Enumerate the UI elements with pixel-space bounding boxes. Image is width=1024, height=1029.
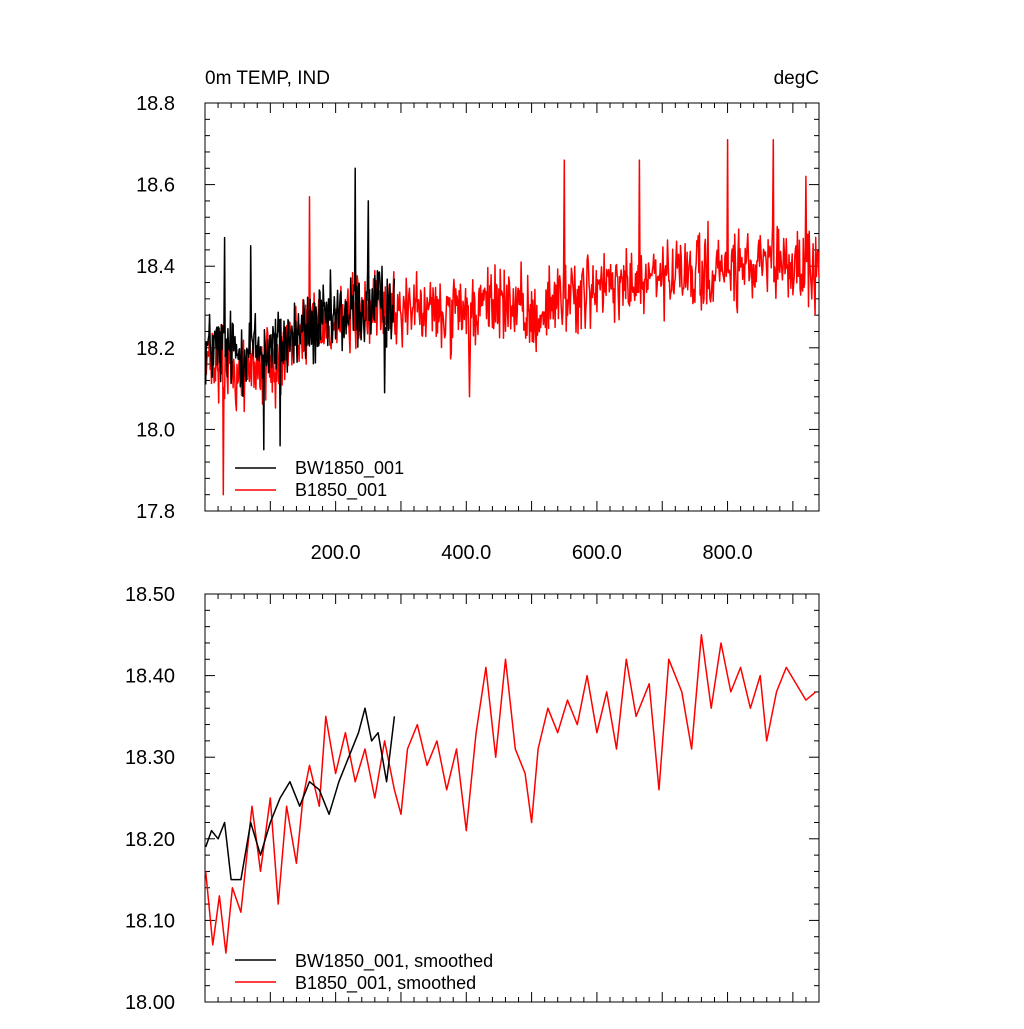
legend-label-b1850: B1850_001 — [295, 480, 387, 501]
plot-frame — [204, 102, 820, 512]
y-axis-tick-labels: 17.8 18.0 18.2 18.4 18.6 18.8 — [136, 93, 175, 523]
legend-label-b1850-smoothed: B1850_001, smoothed — [295, 973, 476, 994]
y-tick-label: 18.6 — [136, 175, 175, 197]
series-lines — [204, 634, 817, 954]
smoothed-temperature-panel: 18.00 18.10 18.20 18.30 18.40 18.50 BW1850_00… — [125, 584, 820, 1014]
axis-ticks — [205, 593, 819, 1003]
y-tick-label: 18.50 — [125, 584, 175, 606]
x-tick-label: 200.0 — [311, 542, 361, 564]
series-line-bw1850-001 — [204, 167, 396, 451]
x-tick-label: 400.0 — [441, 542, 491, 564]
legend-label-bw1850-smoothed: BW1850_001, smoothed — [295, 951, 493, 972]
panel-title: 0m TEMP, IND — [205, 68, 330, 89]
y-tick-label: 18.8 — [136, 93, 175, 115]
x-tick-label: 600.0 — [572, 542, 622, 564]
y-tick-label: 18.40 — [125, 666, 175, 688]
x-tick-label: 800.0 — [703, 542, 753, 564]
y-tick-label: 17.8 — [136, 501, 175, 523]
y-tick-label: 18.30 — [125, 747, 175, 769]
y-tick-label: 18.0 — [136, 419, 175, 441]
y-tick-label: 18.10 — [125, 910, 175, 932]
raw-temperature-panel: 17.8 18.0 18.2 18.4 18.6 18.8 200.0 400.0 600.0… — [136, 68, 820, 564]
x-axis-tick-labels: 200.0 400.0 600.0 800.0 — [311, 542, 753, 564]
y-tick-label: 18.4 — [136, 256, 175, 278]
series-line-b1850-001-smoothed — [204, 634, 817, 954]
units-label: degC — [774, 68, 819, 89]
legend: BW1850_001 B1850_001 — [235, 458, 404, 501]
legend-label-bw1850: BW1850_001 — [295, 458, 404, 479]
y-tick-label: 18.20 — [125, 829, 175, 851]
plot-frame — [204, 593, 820, 1003]
y-tick-label: 18.00 — [125, 992, 175, 1014]
series-lines — [204, 138, 820, 496]
legend: BW1850_001, smoothed B1850_001, smoothed — [235, 951, 493, 994]
y-axis-tick-labels: 18.00 18.10 18.20 18.30 18.40 18.50 — [125, 584, 175, 1014]
series-line-bw1850-001-smoothed — [204, 707, 396, 881]
y-tick-label: 18.2 — [136, 338, 175, 360]
